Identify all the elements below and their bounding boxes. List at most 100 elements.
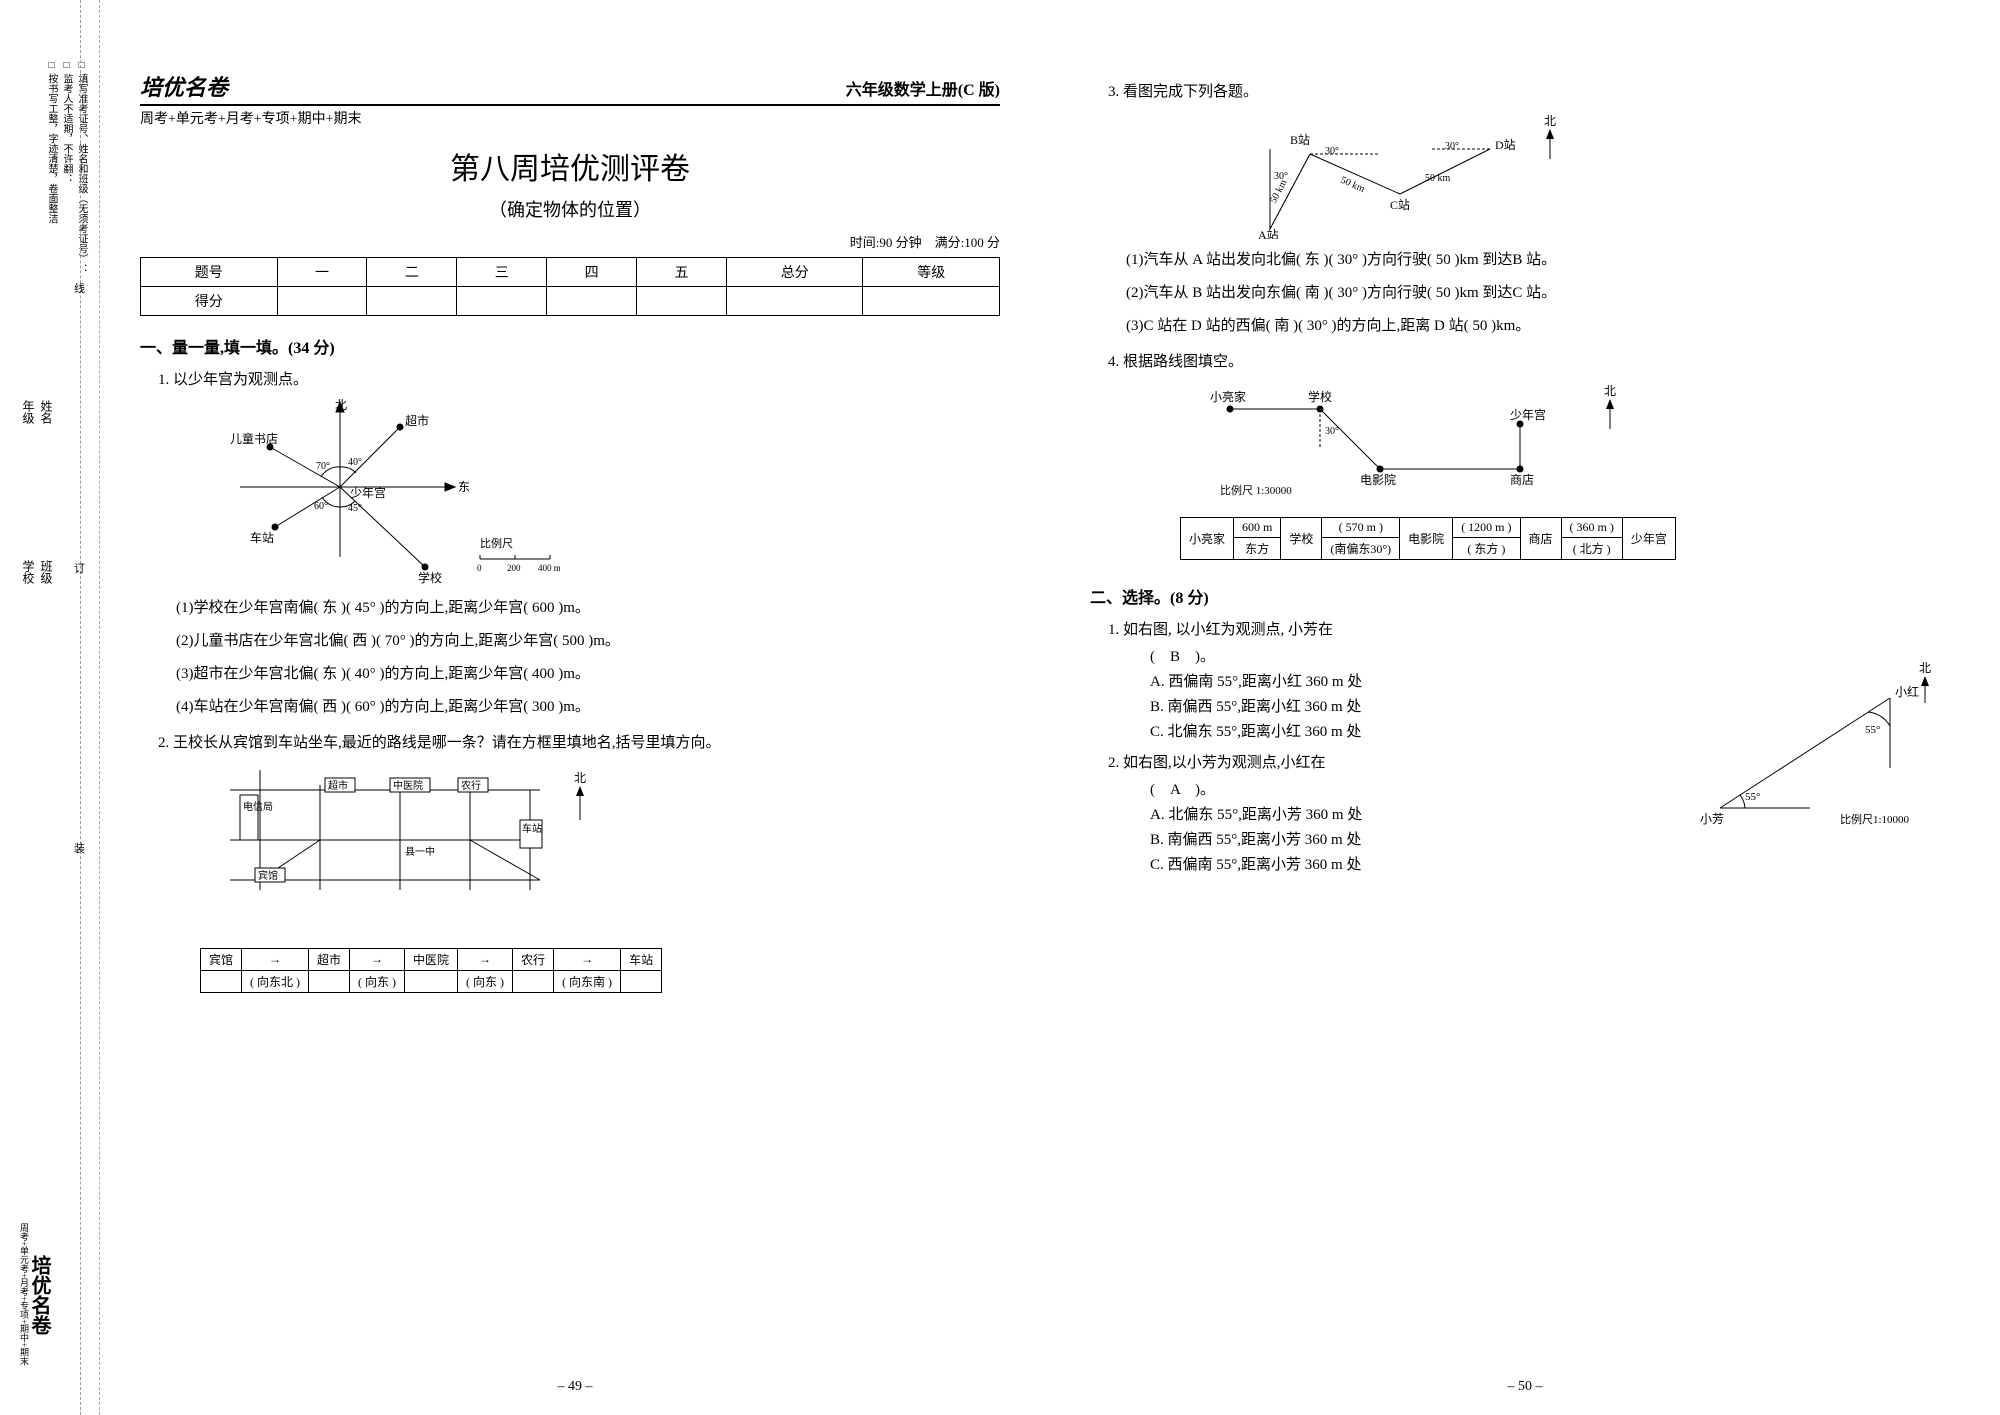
svg-text:30°: 30° (1325, 426, 1339, 437)
q2-stem: 2. 王校长从宾馆到车站坐车,最近的路线是哪一条？请在方框里填地名,括号里填方向… (158, 731, 1000, 752)
field-school: 学校 (20, 560, 37, 584)
svg-text:超市: 超市 (328, 779, 348, 792)
q1-sub3: (3)超市在少年宫北偏( 东 )( 40° )的方向上,距离少年宫( 400 )… (176, 661, 1000, 688)
svg-text:学校: 学校 (418, 570, 442, 585)
svg-text:比例尺 1:30000: 比例尺 1:30000 (1220, 483, 1292, 497)
svg-text:60°: 60° (314, 501, 328, 512)
field-name: 姓名 (38, 400, 55, 424)
q1-sub4: (4)车站在少年宫南偏( 西 )( 60° )的方向上,距离少年宫( 300 )… (176, 694, 1000, 721)
page-left: 培优名卷 六年级数学上册(C 版) 周考+单元考+月考+专项+期中+期末 第八周… (100, 0, 1050, 1415)
svg-text:小芳: 小芳 (1700, 812, 1724, 826)
page-right: 3. 看图完成下列各题。 A站 B站 C站 D站 30° 30° 30° 50 … (1050, 0, 2000, 1415)
field-grade: 年级 (20, 400, 37, 424)
cell: 二 (367, 258, 457, 287)
q4-box-table: 小亮家 600 m 学校 ( 570 m ) 电影院 ( 1200 m ) 商店… (1180, 517, 1676, 560)
cell: 总分 (726, 258, 863, 287)
svg-text:少年宫: 少年宫 (350, 485, 386, 500)
cell: 得分 (141, 287, 278, 316)
q1-sub2: (2)儿童书店在少年宫北偏( 西 )( 70° )的方向上,距离少年宫( 500… (176, 628, 1000, 655)
svg-text:少年宫: 少年宫 (1510, 407, 1546, 422)
svg-text:北: 北 (1544, 114, 1556, 128)
q1-sub1: (1)学校在少年宫南偏( 东 )( 45° )的方向上,距离少年宫( 600 )… (176, 595, 1000, 622)
s2q1-stem: 1. 如右图, 以小红为观测点, 小芳在 (1108, 618, 1550, 639)
svg-text:东: 东 (458, 480, 470, 494)
svg-text:农行: 农行 (461, 779, 481, 792)
q2-map: 电信局 超市 中医院 农行 宾馆 县一中 车站 北 (200, 760, 620, 940)
svg-text:50 km: 50 km (1268, 178, 1290, 206)
svg-text:A站: A站 (1258, 228, 1279, 239)
svg-text:儿童书店: 儿童书店 (230, 431, 278, 446)
q3-sub3: (3)C 站在 D 站的西偏( 南 )( 30° )的方向上,距离 D 站( 5… (1126, 313, 1950, 340)
svg-text:北: 北 (1604, 384, 1616, 398)
cell[interactable] (277, 287, 367, 316)
svg-text:D站: D站 (1495, 138, 1516, 152)
cell: 四 (547, 258, 637, 287)
cell: 三 (457, 258, 547, 287)
cell: 等级 (863, 258, 1000, 287)
svg-text:县一中: 县一中 (405, 845, 435, 858)
svg-text:55°: 55° (1745, 791, 1760, 803)
svg-text:50 km: 50 km (1425, 173, 1451, 184)
svg-text:55°: 55° (1865, 724, 1880, 736)
cell[interactable] (547, 287, 637, 316)
svg-text:B站: B站 (1290, 133, 1310, 147)
svg-text:比例尺: 比例尺 (480, 536, 513, 550)
dash-label: 订 (74, 560, 85, 576)
svg-text:小亮家: 小亮家 (1210, 389, 1246, 404)
score-table: 题号 一 二 三 四 五 总分 等级 得分 (140, 257, 1000, 316)
svg-text:中医院: 中医院 (393, 779, 423, 792)
svg-text:70°: 70° (316, 461, 330, 472)
svg-text:C站: C站 (1390, 198, 1410, 212)
fold-line (80, 0, 81, 1415)
svg-text:宾馆: 宾馆 (258, 869, 278, 882)
cell[interactable] (367, 287, 457, 316)
svg-text:北: 北 (335, 398, 347, 412)
s2q2-ans: ( A )。 (1150, 778, 1550, 799)
svg-text:北: 北 (574, 771, 586, 785)
svg-text:商店: 商店 (1510, 472, 1534, 487)
svg-text:小红: 小红 (1895, 684, 1919, 699)
svg-text:45°: 45° (348, 503, 362, 514)
paper-subtitle: （确定物体的位置） (140, 196, 1000, 222)
s2q1-ans: ( B )。 (1150, 645, 1550, 666)
sec2-diagram: 小芳 小红 55° 55° 北 比例尺1:10000 (1690, 648, 1950, 848)
time-score: 时间:90 分钟 满分:100 分 (140, 232, 1000, 251)
s2q2-A: A. 北偏东 55°,距离小芳 360 m 处 (1150, 803, 1550, 824)
binding-sidebar: □ 填写准考证号、姓名和班级（无须考证号）： □ 监考人不适期，不许翻： □ 按… (0, 0, 100, 1415)
svg-text:0: 0 (477, 563, 482, 573)
svg-text:40°: 40° (348, 457, 362, 468)
page-number: – 49 – (558, 1379, 593, 1395)
s2q1-C: C. 北偏东 55°,距离小红 360 m 处 (1150, 720, 1550, 741)
brand-logo: 培优名卷 (140, 70, 228, 102)
svg-text:电信局: 电信局 (243, 800, 273, 813)
q3-stem: 3. 看图完成下列各题。 (1108, 80, 1950, 101)
page-number: – 50 – (1508, 1379, 1543, 1395)
grade-label: 六年级数学上册(C 版) (846, 76, 1000, 100)
s2q1-A: A. 西偏南 55°,距离小红 360 m 处 (1150, 670, 1550, 691)
svg-text:30°: 30° (1325, 146, 1339, 157)
cell: 一 (277, 258, 367, 287)
s2q2-B: B. 南偏西 55°,距离小芳 360 m 处 (1150, 828, 1550, 849)
cell: 五 (637, 258, 727, 287)
svg-text:北: 北 (1919, 661, 1931, 675)
q4-diagram: 小亮家 学校 电影院 商店 少年宫 30° 比例尺 1:30000 北 (1190, 379, 1650, 509)
s2q2-stem: 2. 如右图,以小芳为观测点,小红在 (1108, 751, 1550, 772)
brand-sub: 周考+单元考+月考+专项+期中+期末 (140, 108, 1000, 128)
svg-text:比例尺1:10000: 比例尺1:10000 (1840, 812, 1910, 826)
cell[interactable] (863, 287, 1000, 316)
section-heading-2: 二、选择。(8 分) (1090, 584, 1950, 608)
field-class: 班级 (38, 560, 55, 584)
q3-diagram: A站 B站 C站 D站 30° 30° 30° 50 km 50 km 50 k… (1230, 109, 1590, 239)
q2-route-table: 宾馆→ 超市→ 中医院→ 农行→ 车站 ( 向东北 ) ( 向东 ) ( 向东 … (200, 948, 662, 993)
section-heading: 一、量一量,填一填。(34 分) (140, 334, 1000, 358)
svg-text:电影院: 电影院 (1360, 473, 1396, 487)
cell[interactable] (637, 287, 727, 316)
cell[interactable] (457, 287, 547, 316)
paper-title: 第八周培优测评卷 (140, 144, 1000, 188)
svg-text:学校: 学校 (1308, 389, 1332, 404)
svg-text:400 m: 400 m (538, 563, 560, 573)
q1-stem: 1. 以少年宫为观测点。 (158, 368, 1000, 389)
dash-label: 线 (74, 280, 85, 296)
cell[interactable] (726, 287, 863, 316)
s2q1-B: B. 南偏西 55°,距离小红 360 m 处 (1150, 695, 1550, 716)
